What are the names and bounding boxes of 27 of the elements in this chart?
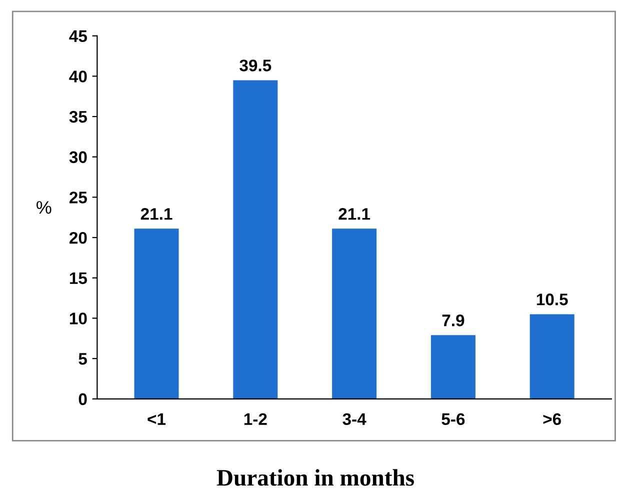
y-tick-label: 35 xyxy=(69,110,87,123)
y-tick-label: 10 xyxy=(70,312,87,324)
y-tick-label: 40 xyxy=(69,70,87,82)
y-tick-label: 20 xyxy=(69,232,87,244)
bar xyxy=(332,228,377,399)
x-tick-label: >6 xyxy=(543,413,561,426)
y-tick-label: 0 xyxy=(78,393,87,406)
data-label: 21.1 xyxy=(338,208,370,220)
x-axis-title: Duration in months xyxy=(216,469,414,486)
x-tick-label: 5-6 xyxy=(442,413,465,426)
data-label: 39.5 xyxy=(240,60,272,72)
bar xyxy=(134,228,179,399)
y-tick-label: 25 xyxy=(69,192,87,204)
y-tick-label: 45 xyxy=(69,30,87,42)
bar xyxy=(233,80,278,399)
data-label: 10.5 xyxy=(536,294,568,306)
y-tick-label: 15 xyxy=(70,272,87,284)
bar xyxy=(530,314,574,399)
y-tick-label: 30 xyxy=(69,151,87,164)
data-label: 21.1 xyxy=(140,208,172,220)
x-tick-label: <1 xyxy=(148,413,166,425)
bar xyxy=(430,335,476,399)
x-tick-label: 3-4 xyxy=(342,413,366,426)
y-axis-title: % xyxy=(36,201,52,214)
y-tick-label: 5 xyxy=(78,353,87,365)
data-label: 7.9 xyxy=(442,314,464,326)
x-tick-label: 1-2 xyxy=(244,413,267,425)
